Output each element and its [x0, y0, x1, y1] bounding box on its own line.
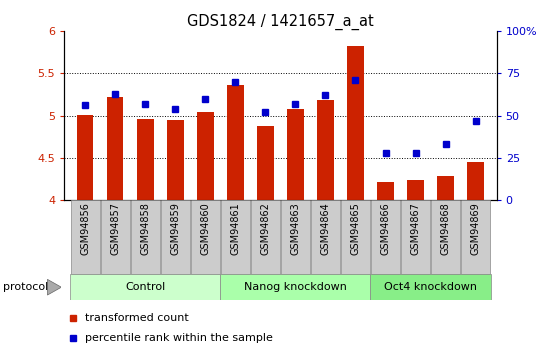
Bar	[437, 176, 454, 200]
Text: GSM94868: GSM94868	[441, 202, 450, 255]
FancyBboxPatch shape	[401, 200, 430, 274]
Text: GSM94866: GSM94866	[381, 202, 391, 255]
Text: GSM94860: GSM94860	[200, 202, 210, 255]
Bar	[257, 126, 273, 200]
FancyBboxPatch shape	[131, 200, 160, 274]
Text: Oct4 knockdown: Oct4 knockdown	[384, 282, 477, 292]
FancyBboxPatch shape	[101, 200, 129, 274]
Text: GSM94861: GSM94861	[230, 202, 240, 255]
FancyBboxPatch shape	[161, 200, 190, 274]
Text: GDS1824 / 1421657_a_at: GDS1824 / 1421657_a_at	[187, 14, 374, 30]
Text: Nanog knockdown: Nanog knockdown	[244, 282, 347, 292]
Bar	[77, 115, 93, 200]
Text: GSM94864: GSM94864	[320, 202, 330, 255]
Text: Control: Control	[125, 282, 165, 292]
Text: GSM94859: GSM94859	[170, 202, 180, 255]
Text: protocol: protocol	[3, 282, 48, 292]
Text: transformed count: transformed count	[85, 313, 189, 323]
Bar	[377, 181, 394, 200]
Bar	[347, 46, 364, 200]
Polygon shape	[47, 279, 61, 295]
Bar	[317, 100, 334, 200]
Bar	[197, 112, 214, 200]
Text: GSM94856: GSM94856	[80, 202, 90, 255]
Bar	[137, 119, 153, 200]
FancyBboxPatch shape	[71, 200, 100, 274]
Text: GSM94862: GSM94862	[261, 202, 271, 255]
Text: GSM94869: GSM94869	[470, 202, 480, 255]
FancyBboxPatch shape	[341, 200, 370, 274]
Text: GSM94863: GSM94863	[290, 202, 300, 255]
FancyBboxPatch shape	[191, 200, 220, 274]
Bar	[287, 109, 304, 200]
FancyBboxPatch shape	[70, 274, 220, 300]
Bar	[167, 120, 184, 200]
Bar	[107, 97, 123, 200]
Text: GSM94865: GSM94865	[350, 202, 360, 255]
Text: GSM94867: GSM94867	[411, 202, 421, 255]
FancyBboxPatch shape	[281, 200, 310, 274]
FancyBboxPatch shape	[251, 200, 280, 274]
Text: percentile rank within the sample: percentile rank within the sample	[85, 333, 273, 343]
Bar	[407, 180, 424, 200]
FancyBboxPatch shape	[311, 200, 340, 274]
FancyBboxPatch shape	[220, 274, 371, 300]
FancyBboxPatch shape	[371, 200, 400, 274]
FancyBboxPatch shape	[461, 200, 490, 274]
FancyBboxPatch shape	[371, 274, 490, 300]
Bar	[468, 162, 484, 200]
Text: GSM94858: GSM94858	[140, 202, 150, 255]
FancyBboxPatch shape	[221, 200, 250, 274]
FancyBboxPatch shape	[431, 200, 460, 274]
Bar	[227, 85, 244, 200]
Text: GSM94857: GSM94857	[110, 202, 120, 255]
